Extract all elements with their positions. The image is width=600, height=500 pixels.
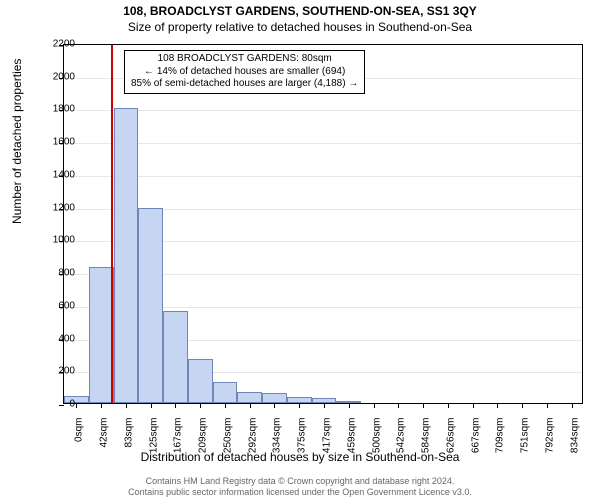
ytick-label: 1000	[35, 235, 75, 246]
xtick-label: 500sqm	[371, 418, 382, 454]
property-marker-line	[111, 45, 113, 403]
ytick-label: 200	[35, 366, 75, 377]
xtick-mark	[225, 403, 226, 408]
xtick-label: 83sqm	[123, 418, 134, 448]
xtick-mark	[572, 403, 573, 408]
annotation-box: 108 BROADCLYST GARDENS: 80sqm ← 14% of d…	[124, 50, 365, 94]
annotation-line3: 85% of semi-detached houses are larger (…	[131, 78, 358, 91]
plot-wrap: 108 BROADCLYST GARDENS: 80sqm ← 14% of d…	[63, 44, 583, 404]
ytick-label: 1600	[35, 137, 75, 148]
ytick-label: 1400	[35, 169, 75, 180]
xtick-mark	[423, 403, 424, 408]
ytick-label: 0	[35, 399, 75, 410]
xtick-label: 0sqm	[74, 418, 85, 442]
ytick-label: 400	[35, 333, 75, 344]
footer-line2: Contains public sector information licen…	[0, 487, 600, 498]
xtick-mark	[374, 403, 375, 408]
xtick-label: 792sqm	[544, 418, 555, 454]
xtick-mark	[274, 403, 275, 408]
xtick-label: 42sqm	[99, 418, 110, 448]
xtick-label: 626sqm	[445, 418, 456, 454]
xtick-label: 167sqm	[173, 418, 184, 454]
xtick-label: 292sqm	[247, 418, 258, 454]
xtick-mark	[126, 403, 127, 408]
chart-subtitle: Size of property relative to detached ho…	[0, 18, 600, 34]
y-axis-label: Number of detached properties	[10, 59, 24, 224]
xtick-mark	[473, 403, 474, 408]
plot-area: 108 BROADCLYST GARDENS: 80sqm ← 14% of d…	[63, 44, 583, 404]
xtick-label: 709sqm	[495, 418, 506, 454]
chart-title: 108, BROADCLYST GARDENS, SOUTHEND-ON-SEA…	[0, 0, 600, 18]
xtick-label: 125sqm	[148, 418, 159, 454]
histogram-bar	[114, 108, 139, 403]
histogram-bar	[163, 311, 188, 403]
xtick-mark	[200, 403, 201, 408]
xtick-mark	[299, 403, 300, 408]
gridline	[64, 143, 582, 144]
histogram-bar	[213, 382, 238, 403]
xtick-label: 751sqm	[520, 418, 531, 454]
xtick-mark	[497, 403, 498, 408]
xtick-label: 834sqm	[569, 418, 580, 454]
xtick-mark	[250, 403, 251, 408]
chart-container: 108, BROADCLYST GARDENS, SOUTHEND-ON-SEA…	[0, 0, 600, 500]
xtick-mark	[151, 403, 152, 408]
histogram-bar	[138, 208, 163, 403]
annotation-line1: 108 BROADCLYST GARDENS: 80sqm	[131, 53, 358, 66]
footer: Contains HM Land Registry data © Crown c…	[0, 476, 600, 498]
xtick-label: 542sqm	[396, 418, 407, 454]
annotation-line2: ← 14% of detached houses are smaller (69…	[131, 66, 358, 79]
histogram-bar	[262, 393, 287, 403]
xtick-mark	[76, 403, 77, 408]
xtick-mark	[101, 403, 102, 408]
ytick-label: 600	[35, 300, 75, 311]
xtick-mark	[349, 403, 350, 408]
xtick-label: 584sqm	[421, 418, 432, 454]
xtick-label: 250sqm	[222, 418, 233, 454]
xtick-mark	[175, 403, 176, 408]
xtick-label: 417sqm	[322, 418, 333, 454]
xtick-mark	[448, 403, 449, 408]
xtick-label: 459sqm	[346, 418, 357, 454]
ytick-label: 2200	[35, 39, 75, 50]
xtick-mark	[324, 403, 325, 408]
gridline	[64, 176, 582, 177]
histogram-bar	[237, 392, 262, 403]
histogram-bar	[188, 359, 213, 403]
ytick-label: 800	[35, 268, 75, 279]
ytick-label: 1200	[35, 202, 75, 213]
xtick-label: 667sqm	[470, 418, 481, 454]
ytick-label: 1800	[35, 104, 75, 115]
xtick-mark	[398, 403, 399, 408]
gridline	[64, 110, 582, 111]
xtick-mark	[547, 403, 548, 408]
xtick-label: 334sqm	[272, 418, 283, 454]
xtick-label: 209sqm	[198, 418, 209, 454]
xtick-label: 375sqm	[297, 418, 308, 454]
ytick-label: 2000	[35, 71, 75, 82]
footer-line1: Contains HM Land Registry data © Crown c…	[0, 476, 600, 487]
xtick-mark	[522, 403, 523, 408]
